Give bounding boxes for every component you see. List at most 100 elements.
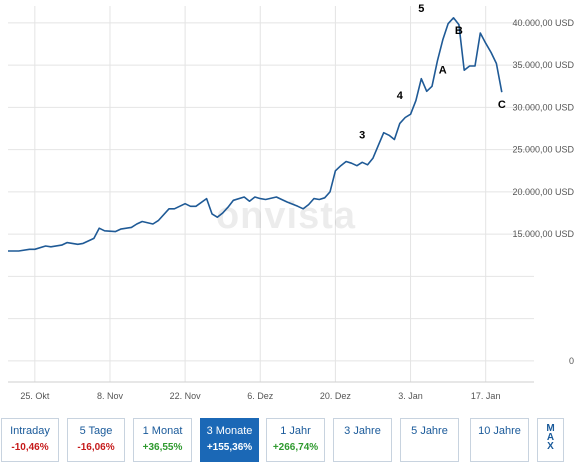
period-tab-label: 3 Jahre xyxy=(344,425,381,437)
data-point-57 xyxy=(394,139,396,141)
price-line-series-0 xyxy=(8,16,503,252)
period-selector: Intraday -10,46% 5 Tage -16,06% 1 Monat +36,5… xyxy=(0,418,578,466)
data-point-77 xyxy=(501,91,503,93)
data-point-3 xyxy=(34,249,36,251)
data-point-68 xyxy=(453,17,455,19)
x-tick-label-4: 20. Dez xyxy=(320,391,352,401)
period-tab-max[interactable]: MAX xyxy=(537,418,564,462)
period-tab-5-tage[interactable]: 5 Tage -16,06% xyxy=(67,418,125,462)
wave-label-5: C xyxy=(498,99,506,111)
data-point-18 xyxy=(152,223,154,225)
data-point-70 xyxy=(463,69,465,71)
period-tab-change: -16,06% xyxy=(77,442,115,453)
period-tab-5-jahre[interactable]: 5 Jahre xyxy=(400,418,459,462)
period-tab-change: -10,46% xyxy=(11,442,49,453)
data-point-21 xyxy=(174,208,176,210)
data-point-49 xyxy=(351,162,353,164)
y-tick-label-3: 15.000,00 USD xyxy=(512,229,574,239)
x-tick-label-1: 8. Nov xyxy=(97,391,124,401)
period-tab-label: MAX xyxy=(545,423,556,450)
period-tab-label: 1 Jahr xyxy=(280,425,311,437)
data-point-74 xyxy=(485,42,487,44)
data-point-36 xyxy=(276,196,278,198)
data-point-64 xyxy=(431,86,433,88)
period-tab-change: +266,74% xyxy=(272,442,319,453)
y-tick-label-7: 35.000,00 USD xyxy=(512,60,574,70)
data-point-34 xyxy=(260,198,262,200)
y-tick-label-4: 20.000,00 USD xyxy=(512,187,574,197)
data-point-33 xyxy=(254,196,256,198)
data-point-12 xyxy=(104,230,106,232)
period-tab-label: Intraday xyxy=(10,425,50,437)
y-tick-label-0: 0 xyxy=(569,356,574,366)
data-point-16 xyxy=(136,223,138,225)
data-point-13 xyxy=(115,231,117,233)
data-point-2 xyxy=(29,249,31,251)
data-point-54 xyxy=(378,145,380,147)
data-point-46 xyxy=(335,170,337,172)
period-tab-label: 1 Monat xyxy=(142,425,183,437)
chart-svg: 0 15.000,00 USD 20.000,00 USD 25.000,00 USD… xyxy=(8,3,574,401)
data-point-7 xyxy=(66,242,68,244)
data-point-6 xyxy=(61,244,63,246)
data-point-24 xyxy=(195,206,197,208)
data-point-8 xyxy=(77,244,79,246)
data-point-58 xyxy=(399,123,401,125)
data-point-29 xyxy=(227,206,229,208)
data-point-4 xyxy=(45,245,47,247)
wave-label-4: 3 xyxy=(359,130,365,142)
data-point-47 xyxy=(340,165,342,167)
data-point-39 xyxy=(297,206,299,208)
period-tab-change: +155,36% xyxy=(206,442,253,453)
data-point-14 xyxy=(120,228,122,230)
period-tab-label: 10 Jahre xyxy=(478,425,521,437)
data-point-67 xyxy=(447,23,449,25)
wave-label-1: B xyxy=(455,25,463,37)
period-tab-label: 5 Tage xyxy=(79,425,113,437)
data-point-17 xyxy=(141,221,143,223)
data-point-55 xyxy=(383,132,385,134)
data-point-27 xyxy=(217,216,219,218)
period-tab-label: 5 Jahre xyxy=(411,425,448,437)
data-point-1 xyxy=(18,250,20,252)
data-point-9 xyxy=(82,243,84,245)
period-tab-intraday[interactable]: Intraday -10,46% xyxy=(1,418,59,462)
data-point-60 xyxy=(410,113,412,115)
data-point-20 xyxy=(168,208,170,210)
data-point-32 xyxy=(249,200,251,202)
data-point-61 xyxy=(415,100,417,102)
data-point-19 xyxy=(158,220,160,222)
period-tab-10-jahre[interactable]: 10 Jahre xyxy=(470,418,529,462)
data-point-73 xyxy=(480,32,482,34)
y-tick-label-5: 25.000,00 USD xyxy=(512,145,574,155)
data-point-42 xyxy=(313,198,315,200)
data-point-50 xyxy=(356,165,358,167)
period-tab-3-monate[interactable]: 3 Monate +155,36% xyxy=(200,418,259,462)
data-point-30 xyxy=(233,200,235,202)
price-chart: 0 15.000,00 USD 20.000,00 USD 25.000,00 USD… xyxy=(8,3,574,401)
data-point-40 xyxy=(302,208,304,210)
data-point-45 xyxy=(329,191,331,193)
period-tab-1-monat[interactable]: 1 Monat +36,55% xyxy=(133,418,192,462)
x-tick-label-0: 25. Okt xyxy=(20,391,50,401)
data-point-51 xyxy=(361,162,363,164)
data-point-41 xyxy=(308,204,310,206)
period-tab-1-jahr[interactable]: 1 Jahr +266,74% xyxy=(266,418,325,462)
data-point-53 xyxy=(372,157,374,159)
data-point-75 xyxy=(490,52,492,54)
data-point-52 xyxy=(367,164,369,166)
data-point-43 xyxy=(319,199,321,201)
data-point-72 xyxy=(474,65,476,67)
data-point-63 xyxy=(426,91,428,93)
data-point-23 xyxy=(190,206,192,208)
wave-label-3: 4 xyxy=(397,90,404,102)
data-point-15 xyxy=(131,227,133,229)
x-tick-label-3: 6. Dez xyxy=(247,391,274,401)
period-tab-3-jahre[interactable]: 3 Jahre xyxy=(333,418,392,462)
data-point-44 xyxy=(324,197,326,199)
data-point-38 xyxy=(286,201,288,203)
data-point-22 xyxy=(184,203,186,205)
data-point-71 xyxy=(469,65,471,67)
data-point-65 xyxy=(437,60,439,62)
data-point-11 xyxy=(98,227,100,229)
